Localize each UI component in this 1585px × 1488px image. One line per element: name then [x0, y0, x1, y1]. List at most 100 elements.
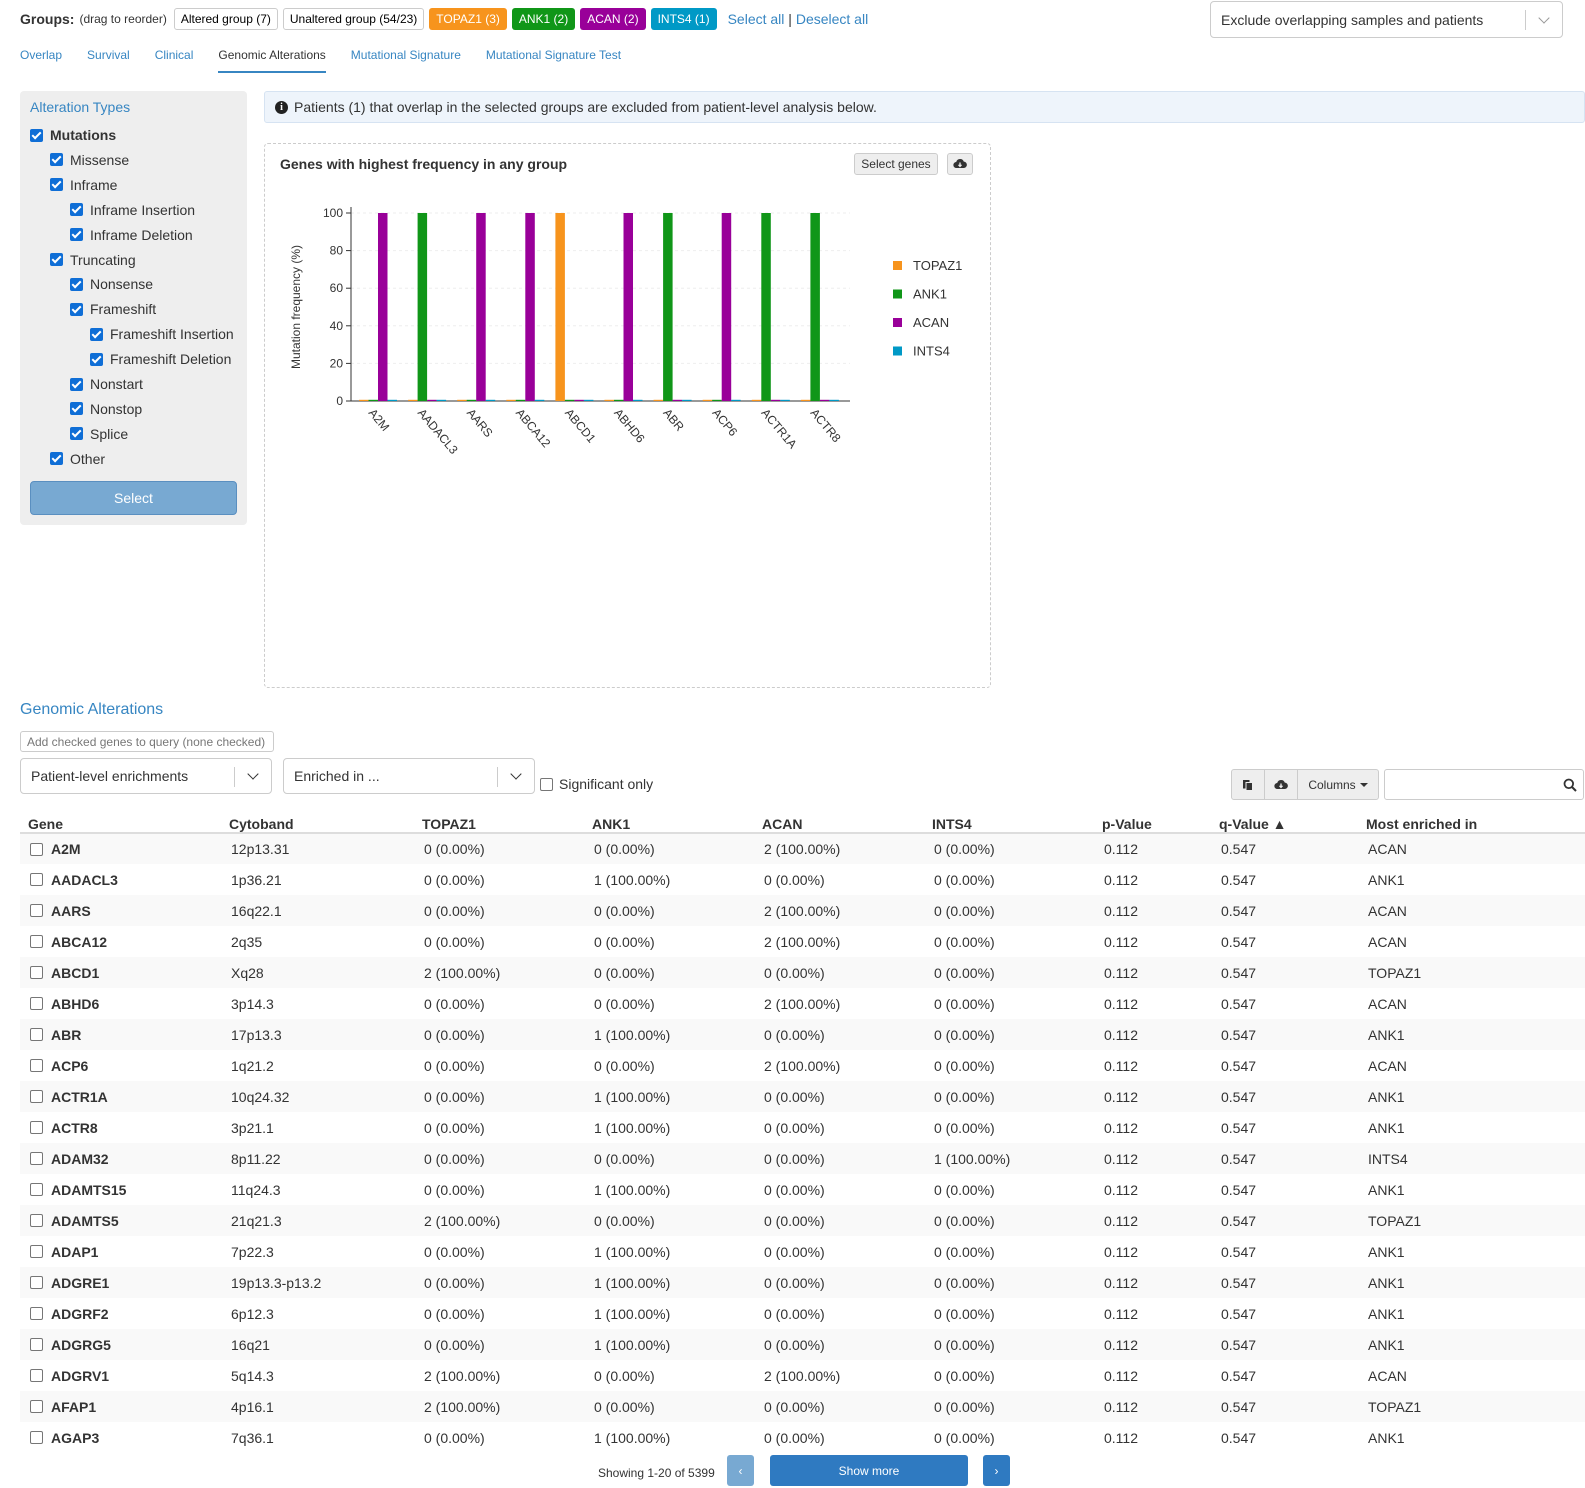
checkbox[interactable] [70, 228, 83, 242]
row-checkbox[interactable] [30, 1152, 43, 1165]
alteration-type-item[interactable]: Inframe [50, 176, 117, 194]
caret-down-icon [1359, 782, 1368, 787]
alteration-type-item[interactable]: Other [50, 450, 105, 468]
row-checkbox[interactable] [30, 1183, 43, 1196]
row-checkbox[interactable] [30, 1121, 43, 1134]
column-header[interactable]: TOPAZ1 [414, 807, 584, 834]
group-badge[interactable]: Altered group (7) [173, 8, 278, 30]
level-select[interactable]: Patient-level enrichments [20, 758, 272, 794]
tab-overlap[interactable]: Overlap [20, 48, 63, 62]
select-button[interactable]: Select [30, 481, 237, 515]
significant-only-checkbox[interactable] [540, 777, 553, 791]
overlap-dropdown[interactable]: Exclude overlapping samples and patients [1210, 1, 1563, 38]
column-header[interactable]: p-Value [1094, 807, 1211, 834]
row-checkbox[interactable] [30, 1369, 43, 1382]
checkbox[interactable] [70, 427, 83, 441]
row-checkbox[interactable] [30, 1431, 43, 1444]
column-header[interactable]: Most enriched in [1358, 807, 1585, 834]
checkbox[interactable] [90, 352, 103, 366]
gene-cell: ADAM32 [20, 1143, 221, 1174]
enriched-in-select[interactable]: Enriched in ... [283, 758, 535, 794]
alteration-type-item[interactable]: Frameshift Insertion [90, 325, 234, 343]
row-checkbox[interactable] [30, 966, 43, 979]
alteration-type-item[interactable]: Missense [50, 151, 129, 169]
checkbox[interactable] [50, 452, 63, 466]
row-checkbox[interactable] [30, 1307, 43, 1320]
significant-only-toggle[interactable]: Significant only [540, 776, 653, 792]
row-checkbox[interactable] [30, 1276, 43, 1289]
table-cell: 0.547 [1221, 1429, 1257, 1446]
show-more-button[interactable]: Show more [770, 1455, 968, 1486]
alteration-type-item[interactable]: Nonstart [70, 375, 143, 393]
alteration-type-item[interactable]: Splice [70, 425, 128, 443]
column-header[interactable]: Gene [20, 807, 221, 834]
tab-survival[interactable]: Survival [87, 48, 130, 62]
alteration-type-item[interactable]: Mutations [30, 126, 116, 144]
checkbox[interactable] [70, 277, 83, 291]
table-cell: 0 (0.00%) [754, 1081, 924, 1112]
checkbox[interactable] [70, 203, 83, 217]
column-header[interactable]: INTS4 [924, 807, 1094, 834]
column-header[interactable]: Cytoband [221, 807, 414, 834]
table-row: AFAP1 4p16.1 2 (100.00%) 0 (0.00%) 0 (0.00%)… [20, 1391, 1585, 1422]
row-checkbox[interactable] [30, 935, 43, 948]
prev-page-button[interactable]: ‹ [727, 1455, 754, 1486]
checkbox[interactable] [90, 327, 103, 341]
tab-mutational-signature[interactable]: Mutational Signature [350, 48, 461, 62]
next-page-button[interactable]: › [983, 1455, 1010, 1486]
row-checkbox[interactable] [30, 1028, 43, 1041]
alteration-type-label: Missense [70, 151, 130, 168]
group-badge[interactable]: ANK1 (2) [511, 8, 576, 30]
checkbox[interactable] [50, 253, 63, 266]
row-checkbox[interactable] [30, 1400, 43, 1413]
group-badge[interactable]: TOPAZ1 (3) [429, 8, 507, 30]
alteration-type-item[interactable]: Nonsense [70, 275, 153, 293]
alteration-type-item[interactable]: Inframe Deletion [70, 226, 193, 244]
row-checkbox[interactable] [30, 1338, 43, 1351]
column-header[interactable]: q-Value ▲ [1211, 807, 1358, 834]
deselect-all-link[interactable]: Deselect all [795, 11, 869, 27]
row-checkbox[interactable] [30, 1245, 43, 1258]
checkbox[interactable] [30, 128, 43, 142]
row-checkbox[interactable] [30, 904, 43, 917]
alteration-type-item[interactable]: Truncating [50, 251, 136, 269]
tab-bar: Overlap Survival Clinical Genomic Alteratio… [20, 48, 646, 73]
checkbox[interactable] [50, 153, 63, 167]
row-checkbox[interactable] [30, 1214, 43, 1227]
gene-cell-content: A2M [30, 841, 221, 857]
table-cell: TOPAZ1 [1358, 1391, 1585, 1422]
row-checkbox[interactable] [30, 873, 43, 886]
checkbox[interactable] [70, 377, 83, 391]
row-checkbox[interactable] [30, 1059, 43, 1072]
table-row: ADAMTS15 11q24.3 0 (0.00%) 1 (100.00%) 0 (0.… [20, 1174, 1585, 1205]
checkbox[interactable] [50, 178, 63, 192]
table-cell: 10q24.32 [221, 1081, 414, 1112]
checkbox[interactable] [70, 402, 83, 416]
table-download-button[interactable] [1264, 769, 1298, 800]
select-genes-button[interactable]: Select genes [854, 153, 938, 175]
column-header[interactable]: ACAN [754, 807, 924, 834]
checkbox[interactable] [70, 302, 83, 316]
gene-name: ADGRE1 [51, 1274, 110, 1291]
group-badge[interactable]: Unaltered group (54/23) [282, 8, 425, 30]
group-badge[interactable]: ACAN (2) [580, 8, 646, 30]
table-search-input[interactable] [1384, 769, 1584, 800]
add-checked-genes-button[interactable]: Add checked genes to query (none checked… [20, 731, 274, 752]
tab-genomic-alterations[interactable]: Genomic Alterations [218, 48, 326, 73]
column-header[interactable]: ANK1 [584, 807, 754, 834]
row-checkbox[interactable] [30, 1090, 43, 1103]
row-checkbox[interactable] [30, 842, 43, 856]
columns-button[interactable]: Columns [1297, 769, 1379, 800]
bar [721, 213, 732, 401]
group-badge[interactable]: INTS4 (1) [650, 8, 717, 30]
select-all-link[interactable]: Select all [727, 11, 785, 27]
alteration-type-item[interactable]: Nonstop [70, 400, 142, 418]
download-button[interactable] [947, 153, 973, 175]
copy-button[interactable] [1231, 769, 1265, 800]
tab-mutational-signature-test[interactable]: Mutational Signature Test [485, 48, 622, 62]
alteration-type-item[interactable]: Frameshift [70, 300, 156, 318]
alteration-type-item[interactable]: Frameshift Deletion [90, 350, 231, 368]
tab-clinical[interactable]: Clinical [154, 48, 194, 62]
alteration-type-item[interactable]: Inframe Insertion [70, 201, 195, 219]
row-checkbox[interactable] [30, 997, 43, 1010]
